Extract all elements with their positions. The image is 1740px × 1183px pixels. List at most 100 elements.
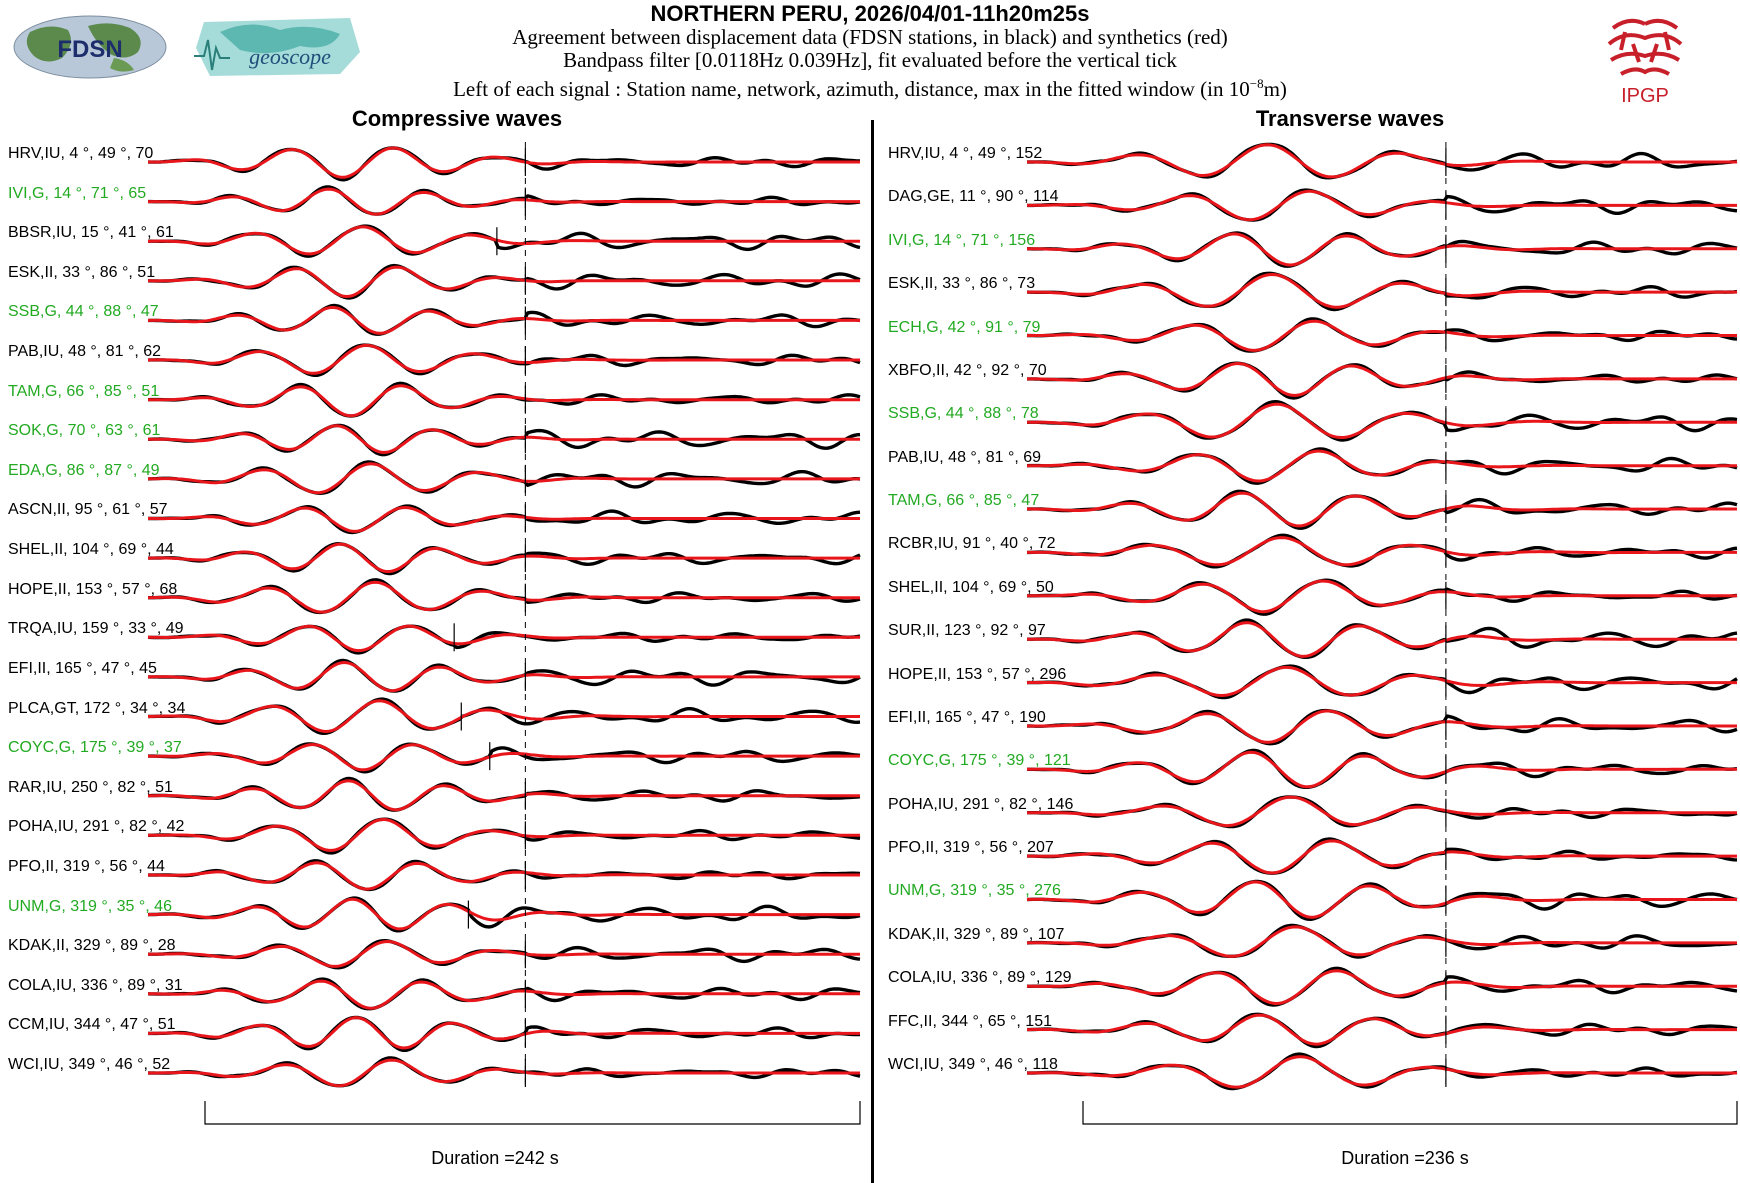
compressive-synthetic-trace [148, 384, 860, 418]
transverse-station-label: HOPE,II, 153 °, 57 °, 296 [888, 665, 1067, 683]
compressive-station-label: TRQA,IU, 159 °, 33 °, 49 [8, 620, 184, 638]
compressive-data-trace [148, 742, 861, 774]
compressive-station-label: EDA,G, 86 °, 87 °, 49 [8, 461, 160, 479]
subtitle-line-3-suffix: m) [1263, 77, 1287, 101]
compressive-duration-bracket [204, 1101, 861, 1125]
transverse-station-label: HRV,IU, 4 °, 49 °, 152 [888, 145, 1043, 162]
compressive-station-label: HOPE,II, 153 °, 57 °, 68 [8, 580, 178, 598]
transverse-station-label: UNM,G, 319 °, 35 °, 276 [888, 882, 1061, 900]
panel-divider [871, 120, 874, 1183]
compressive-station-label: ESK,II, 33 °, 86 °, 51 [8, 263, 156, 281]
fdsn-logo-text: FDSN [57, 36, 122, 63]
transverse-station-label: PFO,II, 319 °, 56 °, 207 [888, 839, 1054, 857]
transverse-station-label: SHEL,II, 104 °, 69 °, 50 [888, 578, 1054, 596]
compressive-synthetic-trace [148, 225, 860, 256]
transverse-synthetic-trace [1027, 795, 1737, 828]
compressive-synthetic-trace [148, 305, 860, 335]
compressive-synthetic-trace [148, 779, 860, 812]
compressive-station-label: SSB,G, 44 °, 88 °, 47 [8, 303, 159, 321]
compressive-synthetic-trace [147, 462, 860, 495]
transverse-station-label: TAM,G, 66 °, 85 °, 47 [888, 492, 1040, 510]
compressive-station-label: KDAK,II, 329 °, 89 °, 28 [8, 937, 176, 955]
compressive-station-label: HRV,IU, 4 °, 49 °, 70 [8, 145, 154, 162]
compressive-station-label: SHEL,II, 104 °, 69 °, 44 [8, 541, 174, 559]
transverse-station-label: SUR,II, 123 °, 92 °, 97 [888, 622, 1046, 640]
subtitle-line-2: Bandpass filter [0.0118Hz 0.039Hz], fit … [563, 48, 1177, 72]
header: NORTHERN PERU, 2026/04/01-11h20m25s Agre… [0, 0, 1740, 101]
compressive-synthetic-trace [148, 624, 860, 653]
transverse-synthetic-trace [1026, 925, 1737, 958]
subtitle-exponent: −8 [1249, 76, 1264, 91]
transverse-panel [1026, 142, 1738, 1125]
transverse-synthetic-trace [1027, 1013, 1737, 1046]
compressive-synthetic-trace [148, 979, 860, 1010]
compressive-synthetic-trace [147, 897, 860, 931]
transverse-station-label: COYC,G, 175 °, 39 °, 121 [888, 752, 1071, 770]
transverse-synthetic-trace [1027, 621, 1737, 658]
transverse-synthetic-trace [1027, 362, 1737, 397]
transverse-duration: Duration =236 s [1341, 1148, 1469, 1168]
compressive-synthetic-trace [148, 818, 860, 852]
transverse-synthetic-trace [1027, 189, 1737, 222]
compressive-station-label: ASCN,II, 95 °, 61 °, 57 [8, 501, 168, 519]
compressive-station-label: POHA,IU, 291 °, 82 °, 42 [8, 818, 185, 836]
compressive-data-trace [147, 624, 861, 655]
compressive-synthetic-trace [148, 506, 860, 533]
compressive-synthetic-trace [148, 1016, 860, 1050]
compressive-station-label: CCM,IU, 344 °, 47 °, 51 [8, 1016, 176, 1034]
compressive-duration: Duration =242 s [431, 1148, 559, 1168]
transverse-station-label: KDAK,II, 329 °, 89 °, 107 [888, 925, 1065, 943]
transverse-station-label: ECH,G, 42 °, 91 °, 79 [888, 318, 1041, 336]
subtitle-line-3-prefix: Left of each signal : Station name, netw… [453, 77, 1250, 101]
compressive-synthetic-trace [147, 580, 860, 614]
compressive-synthetic-trace [148, 699, 860, 733]
compressive-synthetic-trace [148, 940, 860, 968]
compressive-station-label: UNM,G, 319 °, 35 °, 46 [8, 897, 172, 915]
transverse-synthetic-trace [1026, 665, 1737, 697]
compressive-synthetic-trace [148, 542, 860, 574]
transverse-station-label: DAG,GE, 11 °, 90 °, 114 [888, 188, 1059, 206]
compressive-station-label: PAB,IU, 48 °, 81 °, 62 [8, 343, 162, 361]
compressive-station-label: WCI,IU, 349 °, 46 °, 52 [8, 1056, 171, 1073]
compressive-synthetic-trace [148, 187, 860, 216]
compressive-synthetic-trace [148, 661, 860, 693]
compressive-station-label: PLCA,GT, 172 °, 34 °, 34 [8, 699, 186, 717]
compressive-panel [147, 142, 861, 1125]
transverse-data-trace [1027, 361, 1738, 400]
fdsn-logo: FDSN [13, 15, 167, 79]
compressive-station-label: PFO,II, 319 °, 56 °, 44 [8, 857, 165, 875]
compressive-station-label: BBSR,IU, 15 °, 41 °, 61 [8, 224, 174, 242]
compressive-station-label: RAR,IU, 250 °, 82 °, 51 [8, 778, 173, 796]
compressive-synthetic-trace [148, 343, 860, 375]
transverse-synthetic-trace [1027, 536, 1737, 567]
transverse-synthetic-trace [1027, 232, 1737, 267]
transverse-station-label: PAB,IU, 48 °, 81 °, 69 [888, 448, 1042, 466]
ipgp-logo: IPGP [1607, 18, 1683, 106]
transverse-synthetic-trace [1027, 449, 1737, 483]
transverse-station-label: ESK,II, 33 °, 86 °, 73 [888, 275, 1036, 293]
transverse-synthetic-trace [1027, 319, 1737, 352]
compressive-synthetic-trace [148, 146, 860, 179]
transverse-station-label: RCBR,IU, 91 °, 40 °, 72 [888, 535, 1056, 553]
compressive-synthetic-trace [148, 861, 860, 891]
subtitle-line-3: Left of each signal : Station name, netw… [0, 72, 1740, 101]
compressive-station-label: COYC,G, 175 °, 39 °, 37 [8, 739, 182, 757]
geoscope-logo: geoscope [194, 18, 360, 76]
geoscope-logo-text: geoscope [249, 44, 331, 69]
transverse-station-label: XBFO,II, 42 °, 92 °, 70 [888, 361, 1047, 379]
transverse-station-label: IVI,G, 14 °, 71 °, 156 [888, 231, 1036, 249]
transverse-station-label: POHA,IU, 291 °, 82 °, 146 [888, 795, 1074, 813]
transverse-data-trace [1027, 1052, 1738, 1091]
transverse-station-label: WCI,IU, 349 °, 46 °, 118 [888, 1056, 1058, 1073]
compressive-synthetic-trace [148, 265, 860, 298]
compressive-synthetic-trace [148, 1058, 860, 1088]
transverse-duration-bracket [1082, 1101, 1738, 1125]
ipgp-logo-text: IPGP [1621, 85, 1669, 106]
compressive-station-label: COLA,IU, 336 °, 89 °, 31 [8, 976, 183, 994]
transverse-synthetic-trace [1027, 1055, 1737, 1089]
compressive-station-label: TAM,G, 66 °, 85 °, 51 [8, 382, 160, 400]
page-title: NORTHERN PERU, 2026/04/01-11h20m25s [650, 1, 1090, 26]
transverse-synthetic-trace [1027, 491, 1737, 528]
compressive-synthetic-trace [147, 743, 860, 772]
